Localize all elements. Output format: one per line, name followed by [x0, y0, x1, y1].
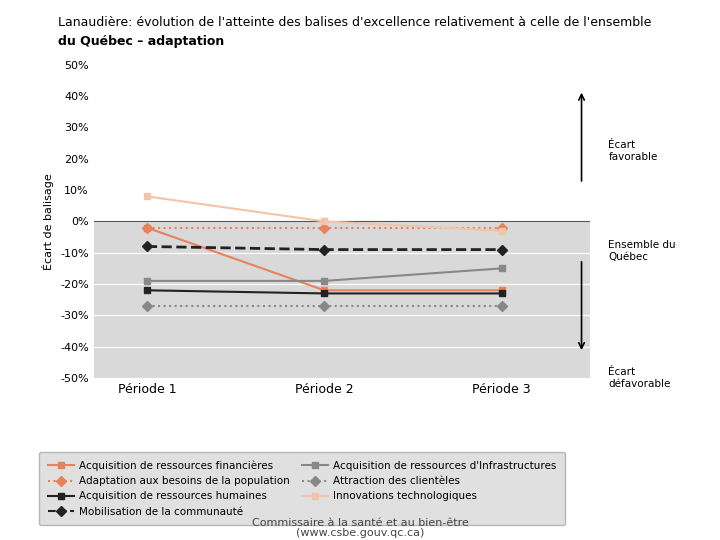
Text: Lanaudière: évolution de l'atteinte des balises d'excellence relativement à cell: Lanaudière: évolution de l'atteinte des …	[58, 16, 651, 29]
Y-axis label: Écart de balisage: Écart de balisage	[42, 173, 55, 270]
Text: Écart
favorable: Écart favorable	[608, 140, 658, 162]
Text: Ensemble du
Québec: Ensemble du Québec	[608, 240, 676, 262]
Text: Commissaire à la santé et au bien-être: Commissaire à la santé et au bien-être	[251, 518, 469, 529]
Text: du Québec – adaptation: du Québec – adaptation	[58, 35, 224, 48]
Text: (www.csbe.gouv.qc.ca): (www.csbe.gouv.qc.ca)	[296, 528, 424, 538]
Legend: Acquisition de ressources financières, Adaptation aux besoins de la population, : Acquisition de ressources financières, A…	[40, 452, 565, 525]
Text: Écart
défavorable: Écart défavorable	[608, 367, 671, 389]
Bar	[94, 221, 590, 378]
